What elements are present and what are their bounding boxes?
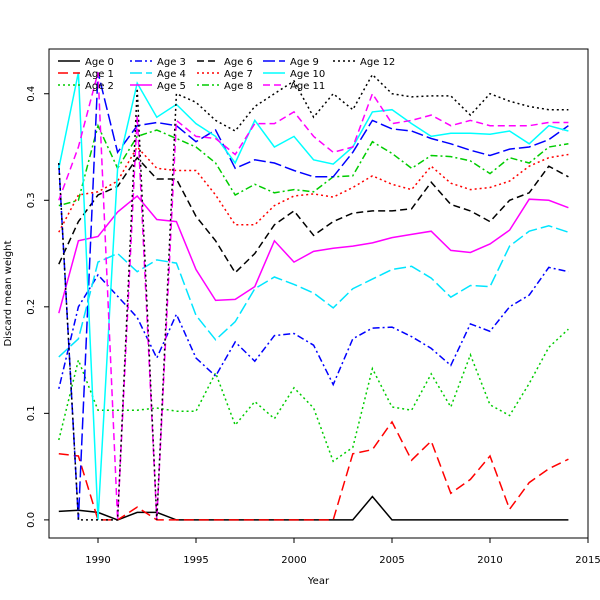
series-line-age-1 <box>58 420 569 521</box>
y-tick-label: 0.2 <box>26 299 37 315</box>
legend-item: Age 3 <box>130 57 186 68</box>
legend-label: Age 8 <box>224 81 253 92</box>
series-line-age-9 <box>58 72 569 520</box>
x-axis: 1990 1995 2000 2005 2010 2015 <box>85 538 600 566</box>
series-line-age-3 <box>58 266 569 389</box>
series-line-age-4 <box>58 225 569 358</box>
x-tick-label: 1990 <box>85 555 110 566</box>
series-lines <box>58 72 569 521</box>
series-line-age-2 <box>58 328 569 463</box>
legend-label: Age 0 <box>85 57 114 68</box>
plot-frame <box>48 48 589 539</box>
legend-label: Age 4 <box>157 69 186 80</box>
x-tick-label: 2000 <box>281 555 306 566</box>
y-axis-title: Discard mean weight <box>3 240 14 346</box>
series-line-age-5 <box>58 194 569 314</box>
legend-item: Age 5 <box>130 81 186 92</box>
legend-item: Age 4 <box>130 69 186 80</box>
legend-label: Age 9 <box>290 57 319 68</box>
series-line-age-6 <box>58 156 569 274</box>
series-line-age-10 <box>58 72 569 520</box>
y-tick-label: 0.1 <box>26 405 37 421</box>
legend-item: Age 8 <box>197 81 253 92</box>
legend-label: Age 10 <box>290 69 325 80</box>
legend-label: Age 2 <box>85 81 114 92</box>
legend-label: Age 1 <box>85 69 114 80</box>
y-tick-label: 0.0 <box>26 512 37 528</box>
series-line-age-8 <box>58 123 569 207</box>
legend-item: Age 1 <box>58 69 114 80</box>
legend-item: Age 11 <box>263 81 325 92</box>
legend-label: Age 11 <box>290 81 325 92</box>
legend-label: Age 5 <box>157 81 186 92</box>
legend-label: Age 7 <box>224 69 253 80</box>
legend-item: Age 12 <box>333 57 395 68</box>
y-axis: 0.0 0.1 0.2 0.3 0.4 <box>26 86 49 528</box>
y-tick-label: 0.4 <box>26 86 37 102</box>
x-tick-label: 2015 <box>575 555 600 566</box>
series-line-age-11 <box>58 72 569 520</box>
x-tick-label: 1995 <box>183 555 208 566</box>
legend-label: Age 12 <box>360 57 395 68</box>
y-tick-label: 0.3 <box>26 192 37 208</box>
x-tick-label: 2005 <box>379 555 404 566</box>
legend-label: Age 6 <box>224 57 253 68</box>
series-line-age-12 <box>58 73 569 521</box>
legend-item: Age 6 <box>197 57 253 68</box>
legend-label: Age 3 <box>157 57 186 68</box>
legend-item: Age 0 <box>58 57 114 68</box>
legend-item: Age 10 <box>263 69 325 80</box>
legend-item: Age 7 <box>197 69 253 80</box>
x-axis-title: Year <box>307 576 330 587</box>
legend-item: Age 2 <box>58 81 114 92</box>
x-tick-label: 2010 <box>477 555 502 566</box>
legend-item: Age 9 <box>263 57 319 68</box>
